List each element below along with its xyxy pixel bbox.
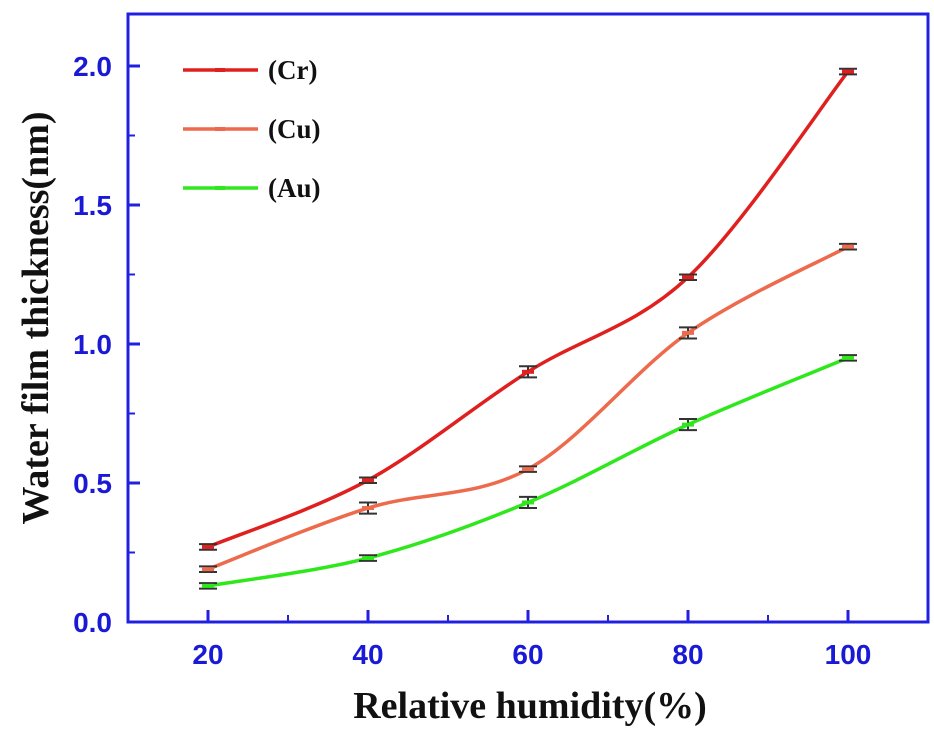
- data-point: [839, 354, 857, 362]
- x-tick-label: 100: [825, 639, 872, 670]
- point-marker: [202, 544, 214, 549]
- x-tick-label: 80: [672, 639, 703, 670]
- data-point: [679, 326, 697, 340]
- data-point: [199, 565, 217, 573]
- series-line-1: [207, 245, 849, 571]
- x-axis-title: Relative humidity(%): [353, 685, 707, 727]
- data-point: [839, 242, 857, 251]
- data-point: [519, 495, 537, 510]
- point-marker: [842, 355, 854, 360]
- point-marker: [842, 244, 854, 249]
- legend-label: (Cu): [268, 114, 321, 144]
- legend-item: (Cr): [183, 55, 317, 85]
- point-marker: [362, 478, 374, 483]
- data-point: [199, 582, 217, 590]
- y-tick-label: 2.0: [73, 51, 112, 82]
- series-line-0: [207, 70, 850, 549]
- y-axis: 0.0 0.5 1.0 1.5 2.0: [73, 51, 140, 638]
- x-tick-label: 60: [512, 639, 543, 670]
- data-point: [839, 67, 857, 76]
- point-marker: [202, 567, 214, 572]
- legend-marker: [215, 186, 225, 190]
- point-marker: [682, 422, 694, 427]
- legend-label: (Au): [268, 173, 321, 203]
- point-marker: [522, 500, 534, 505]
- legend-marker: [215, 127, 225, 131]
- legend-label: (Cr): [268, 55, 317, 85]
- y-tick-label: 1.5: [73, 190, 112, 221]
- y-axis-title: Water film thickness(nm): [15, 111, 57, 524]
- y-tick-label: 1.0: [73, 329, 112, 360]
- legend-item: (Au): [183, 173, 321, 203]
- y-tick-label: 0.5: [73, 468, 112, 499]
- x-tick-label: 40: [352, 639, 383, 670]
- point-marker: [682, 330, 694, 335]
- point-marker: [522, 467, 534, 472]
- data-point: [679, 418, 697, 432]
- legend: (Cr) (Cu) (Au): [183, 55, 321, 203]
- point-marker: [842, 69, 854, 74]
- point-marker: [202, 583, 214, 588]
- data-point: [519, 365, 537, 379]
- legend-marker: [215, 68, 225, 72]
- point-marker: [362, 556, 374, 561]
- y-tick-label: 0.0: [73, 607, 112, 638]
- x-tick-label: 20: [192, 639, 223, 670]
- data-point: [679, 273, 697, 282]
- x-axis: 20 40 60 80 100: [192, 610, 871, 670]
- legend-item: (Cu): [183, 114, 321, 144]
- data-point: [359, 501, 377, 515]
- point-marker: [522, 369, 534, 374]
- point-marker: [682, 275, 694, 280]
- data-point: [519, 465, 537, 473]
- data-point: [199, 543, 217, 551]
- point-marker: [362, 506, 374, 511]
- data-point: [359, 554, 377, 562]
- data-point: [359, 476, 377, 484]
- error-bars: [199, 67, 857, 590]
